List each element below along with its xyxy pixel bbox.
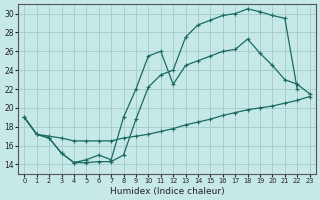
X-axis label: Humidex (Indice chaleur): Humidex (Indice chaleur)	[110, 187, 224, 196]
